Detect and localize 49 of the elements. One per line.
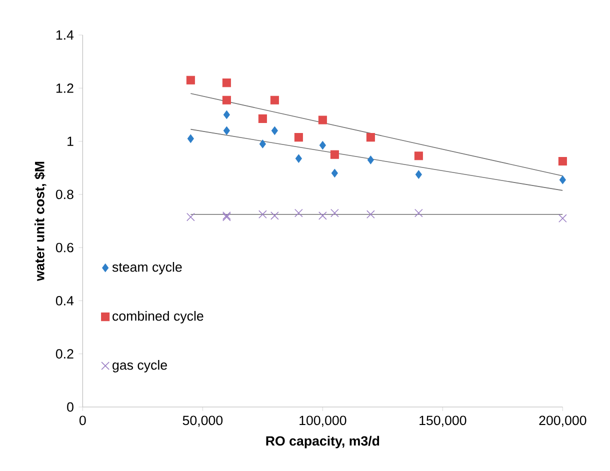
point: [271, 126, 278, 135]
y-tick-label: 1: [68, 136, 74, 146]
x-tick-label: 150,000: [420, 416, 466, 427]
point: [258, 114, 267, 123]
y-tick-label: 0.2: [56, 349, 74, 359]
x-tick-label: 100,000: [300, 416, 346, 427]
point: [258, 210, 267, 219]
point: [366, 210, 375, 219]
legend-label: combined cycle: [112, 310, 204, 324]
legend-label: gas cycle: [112, 360, 167, 372]
point: [330, 150, 339, 159]
y-axis-title: water unit cost, $M: [34, 162, 46, 282]
point: [187, 134, 194, 143]
y-tick-label: 0.4: [56, 296, 74, 306]
point: [270, 212, 279, 220]
point: [367, 156, 374, 164]
point: [414, 208, 423, 218]
point: [366, 133, 375, 142]
y-tick-label: 0.8: [56, 190, 74, 200]
x-tick-label: 0: [79, 416, 86, 426]
x-tick-label: 200,000: [539, 416, 586, 427]
point: [186, 76, 195, 84]
point: [294, 133, 303, 142]
point: [222, 96, 231, 104]
point: [186, 212, 195, 222]
point: [259, 140, 266, 148]
x-tick-label: 50,000: [182, 416, 223, 427]
point: [318, 116, 327, 124]
y-tick-label: 1.2: [56, 83, 74, 93]
y-tick-label: 0.6: [56, 242, 74, 252]
point: [223, 126, 230, 135]
point: [559, 176, 566, 184]
y-tick-label: 0: [67, 402, 74, 412]
y-tick-label: 1.4: [56, 30, 74, 40]
point: [223, 110, 230, 119]
point: [270, 96, 279, 104]
point: [222, 78, 231, 88]
point: [318, 212, 327, 220]
point: [294, 208, 303, 218]
point: [415, 170, 422, 179]
point: [319, 141, 326, 150]
legend-label: steam cycle: [112, 262, 182, 274]
point: [330, 208, 339, 218]
point: [331, 168, 338, 178]
point: [295, 154, 302, 163]
x-axis-title: RO capacity, m3/d: [266, 436, 380, 448]
point: [558, 156, 567, 166]
point: [414, 152, 423, 160]
point: [558, 214, 567, 223]
